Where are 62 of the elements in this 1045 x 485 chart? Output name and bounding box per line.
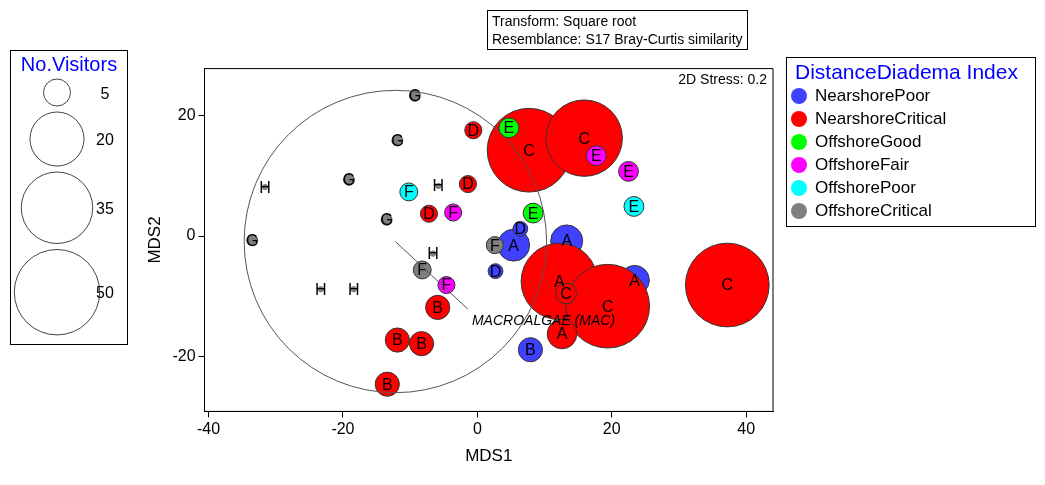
data-label: H [427,245,439,263]
y-tick-label: 0 [186,226,196,244]
x-tick-label: 20 [602,420,621,438]
data-label: B [392,331,403,349]
data-label: G [380,211,393,229]
legend-label: NearshoreCritical [815,108,947,130]
data-label: C [523,141,535,159]
data-label: E [590,147,602,165]
annotation: 2D Stress: 0.2 [678,71,768,88]
data-label: A [508,236,520,254]
text: Resemblance: S17 Bray-Curtis similarity [492,30,743,48]
data-label: F [403,183,414,201]
data-label: G [246,231,259,249]
data-label: A [556,325,568,343]
legend-label: 35 [96,199,114,217]
data-label: G [408,87,422,105]
data-label: D [423,205,435,223]
data-label: F [441,276,452,294]
legend-label: OffshoreFair [815,154,910,176]
data-label: C [578,129,590,147]
data-label: B [416,335,427,353]
text: No.Visitors [19,53,119,76]
x-tick-label: -20 [331,420,355,438]
data-label: D [514,220,527,238]
data-label: F [417,261,428,279]
data-label: B [525,341,536,359]
text: Transform: Square root [492,12,638,30]
data-label: E [503,119,515,137]
y-axis-title: MDS2 [144,216,164,264]
legend-label: NearshorePoor [815,85,931,107]
x-tick-label: 40 [737,420,756,438]
data-label: C [721,276,734,294]
data-label: G [391,131,404,149]
x-tick-label: 0 [472,420,482,438]
x-tick-label: -40 [196,420,221,438]
data-label: H [314,280,327,298]
data-label: H [259,178,271,196]
data-label: H [432,177,445,195]
x-axis-title: MDS1 [465,446,513,466]
data-label: D [489,262,502,280]
data-label: A [629,271,641,289]
legend-label: 50 [96,284,114,302]
data-label: E [623,162,634,180]
data-label: B [381,375,393,393]
data-label: E [628,197,640,215]
data-label: B [432,298,444,316]
y-tick-label: 20 [177,105,196,123]
data-label: H [347,280,360,298]
legend-label: OffshoreCritical [815,200,932,222]
data-label: D [467,121,480,139]
data-label: G [342,171,356,189]
legend-label: 20 [96,131,114,149]
data-label: F [448,203,459,221]
data-label: C [601,297,614,315]
y-tick-label: -20 [172,347,196,365]
data-label: F [489,236,500,254]
legend-label: 5 [100,84,110,102]
legend-label: OffshorePoor [815,177,916,199]
data-label: D [462,175,474,193]
legend-title: DistanceDiadema Index [795,60,1019,84]
legend-label: OffshoreGood [815,131,922,153]
data-label: E [527,204,539,222]
